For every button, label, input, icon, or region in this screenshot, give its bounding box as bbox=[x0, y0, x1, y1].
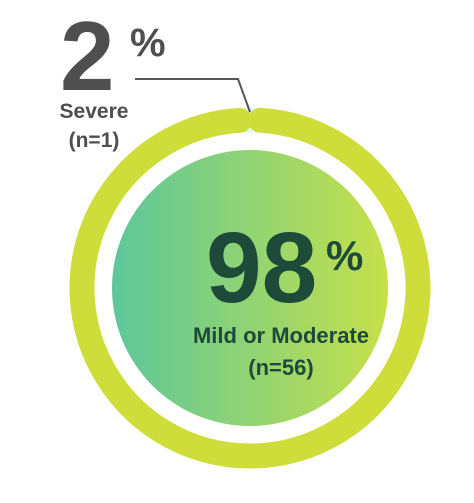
severe-count: (n=1) bbox=[69, 129, 120, 152]
severe-label: Severe bbox=[60, 100, 129, 123]
severe-percent-sign: % bbox=[130, 21, 166, 65]
moderate-count: (n=56) bbox=[248, 355, 313, 380]
severe-leader-line bbox=[135, 79, 250, 112]
severe-percent-number: 2 bbox=[60, 1, 115, 111]
moderate-label: Mild or Moderate bbox=[193, 323, 369, 348]
moderate-percent-sign: % bbox=[326, 232, 363, 279]
moderate-percent-number: 98 bbox=[206, 212, 317, 324]
